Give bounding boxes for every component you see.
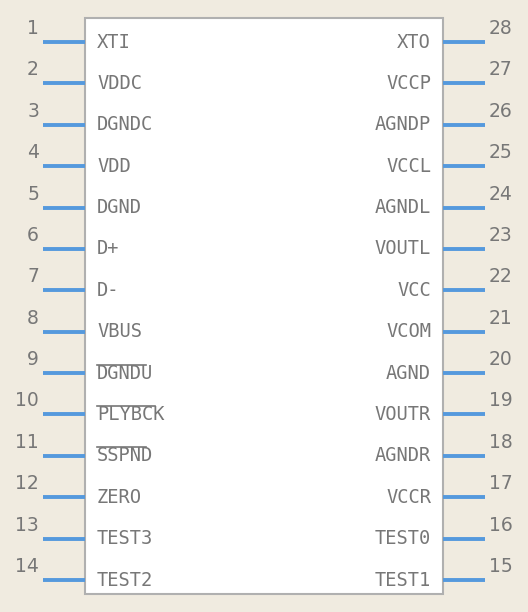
Text: AGND: AGND [386, 364, 431, 382]
Text: VCCP: VCCP [386, 74, 431, 93]
Text: 6: 6 [27, 226, 39, 245]
Text: TEST2: TEST2 [97, 570, 153, 589]
Text: D+: D+ [97, 239, 119, 258]
Text: VDD: VDD [97, 157, 131, 176]
Text: 2: 2 [27, 61, 39, 80]
Text: 26: 26 [489, 102, 513, 121]
Text: DGNDC: DGNDC [97, 115, 153, 134]
Text: VOUTR: VOUTR [375, 405, 431, 424]
Text: 22: 22 [489, 267, 513, 286]
Text: 1: 1 [27, 19, 39, 38]
Text: XTO: XTO [397, 32, 431, 51]
Text: 23: 23 [489, 226, 513, 245]
Text: VDDC: VDDC [97, 74, 142, 93]
Text: 28: 28 [489, 19, 513, 38]
Text: 18: 18 [489, 433, 513, 452]
Text: DGNDU: DGNDU [97, 364, 153, 382]
Text: 3: 3 [27, 102, 39, 121]
Text: 10: 10 [15, 392, 39, 411]
Text: PLYBCK: PLYBCK [97, 405, 165, 424]
Text: 11: 11 [15, 433, 39, 452]
Text: 17: 17 [489, 474, 513, 493]
Text: TEST0: TEST0 [375, 529, 431, 548]
Text: TEST3: TEST3 [97, 529, 153, 548]
Text: 13: 13 [15, 516, 39, 535]
Text: VCC: VCC [397, 281, 431, 300]
Text: VBUS: VBUS [97, 322, 142, 341]
Text: VCCL: VCCL [386, 157, 431, 176]
Text: VCOM: VCOM [386, 322, 431, 341]
Text: 7: 7 [27, 267, 39, 286]
Text: VOUTL: VOUTL [375, 239, 431, 258]
Text: AGNDR: AGNDR [375, 446, 431, 465]
Text: VCCR: VCCR [386, 488, 431, 507]
Text: 15: 15 [489, 557, 513, 576]
Text: AGNDL: AGNDL [375, 198, 431, 217]
Text: 14: 14 [15, 557, 39, 576]
Text: 20: 20 [489, 350, 513, 369]
Text: ZERO: ZERO [97, 488, 142, 507]
FancyBboxPatch shape [85, 18, 443, 594]
Text: 25: 25 [489, 143, 513, 162]
Text: 27: 27 [489, 61, 513, 80]
Text: 9: 9 [27, 350, 39, 369]
Text: DGND: DGND [97, 198, 142, 217]
Text: TEST1: TEST1 [375, 570, 431, 589]
Text: D-: D- [97, 281, 119, 300]
Text: 8: 8 [27, 308, 39, 327]
Text: 24: 24 [489, 185, 513, 204]
Text: 12: 12 [15, 474, 39, 493]
Text: SSPND: SSPND [97, 446, 153, 465]
Text: 19: 19 [489, 392, 513, 411]
Text: 4: 4 [27, 143, 39, 162]
Text: 21: 21 [489, 308, 513, 327]
Text: 5: 5 [27, 185, 39, 204]
Text: XTI: XTI [97, 32, 131, 51]
Text: 16: 16 [489, 516, 513, 535]
Text: AGNDP: AGNDP [375, 115, 431, 134]
